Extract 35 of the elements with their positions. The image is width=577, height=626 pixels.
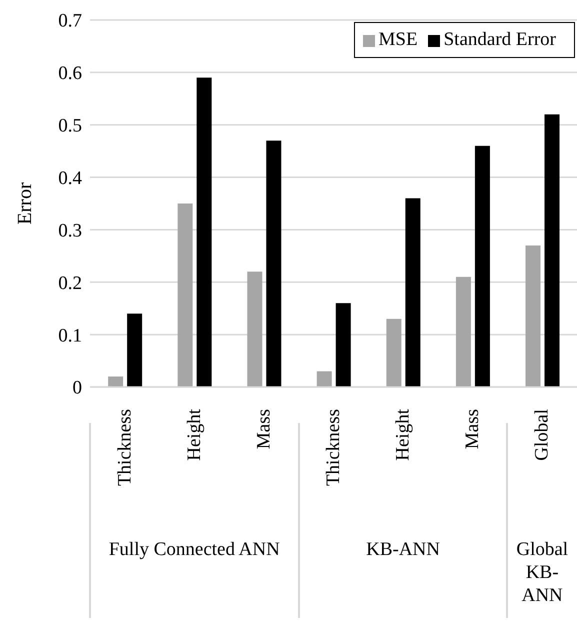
bar (474, 146, 490, 387)
legend-label: MSE (378, 29, 418, 50)
bar (178, 204, 193, 387)
x-tick-label: Global (532, 409, 553, 461)
bar (456, 276, 471, 387)
bar (526, 245, 541, 387)
x-tick-label: Mass (462, 409, 484, 450)
text: Fully Connected ANN (108, 538, 281, 561)
bar (336, 303, 351, 387)
bar (108, 376, 124, 387)
bar (386, 318, 402, 387)
bar (196, 78, 212, 387)
bar (266, 140, 282, 387)
text: Global KB-ANN (515, 538, 570, 607)
y-tick-label: 0.5 (58, 116, 82, 137)
bar (247, 272, 262, 387)
y-tick-label: 0.2 (58, 272, 82, 294)
y-tick-label: 0 (72, 378, 82, 399)
x-tick-label: Mass (253, 409, 274, 450)
y-tick-label: 0.6 (58, 63, 82, 84)
y-tick-label: 0.4 (58, 168, 82, 190)
bar (544, 114, 560, 387)
y-tick-label: 0.1 (58, 325, 82, 346)
legend-label: Standard Error (444, 29, 556, 50)
x-tick-label: Thickness (323, 409, 344, 486)
x-tick-label: Height (392, 408, 414, 461)
y-axis-title: Error (14, 182, 36, 225)
bar (405, 198, 420, 387)
text: KB-ANN (365, 538, 441, 561)
bar (316, 371, 332, 387)
y-tick-label: 0.3 (58, 220, 82, 242)
y-tick-label: 0.7 (58, 10, 82, 32)
bar (127, 314, 142, 387)
x-tick-label: Height (184, 408, 205, 461)
x-tick-label: Thickness (114, 409, 136, 486)
